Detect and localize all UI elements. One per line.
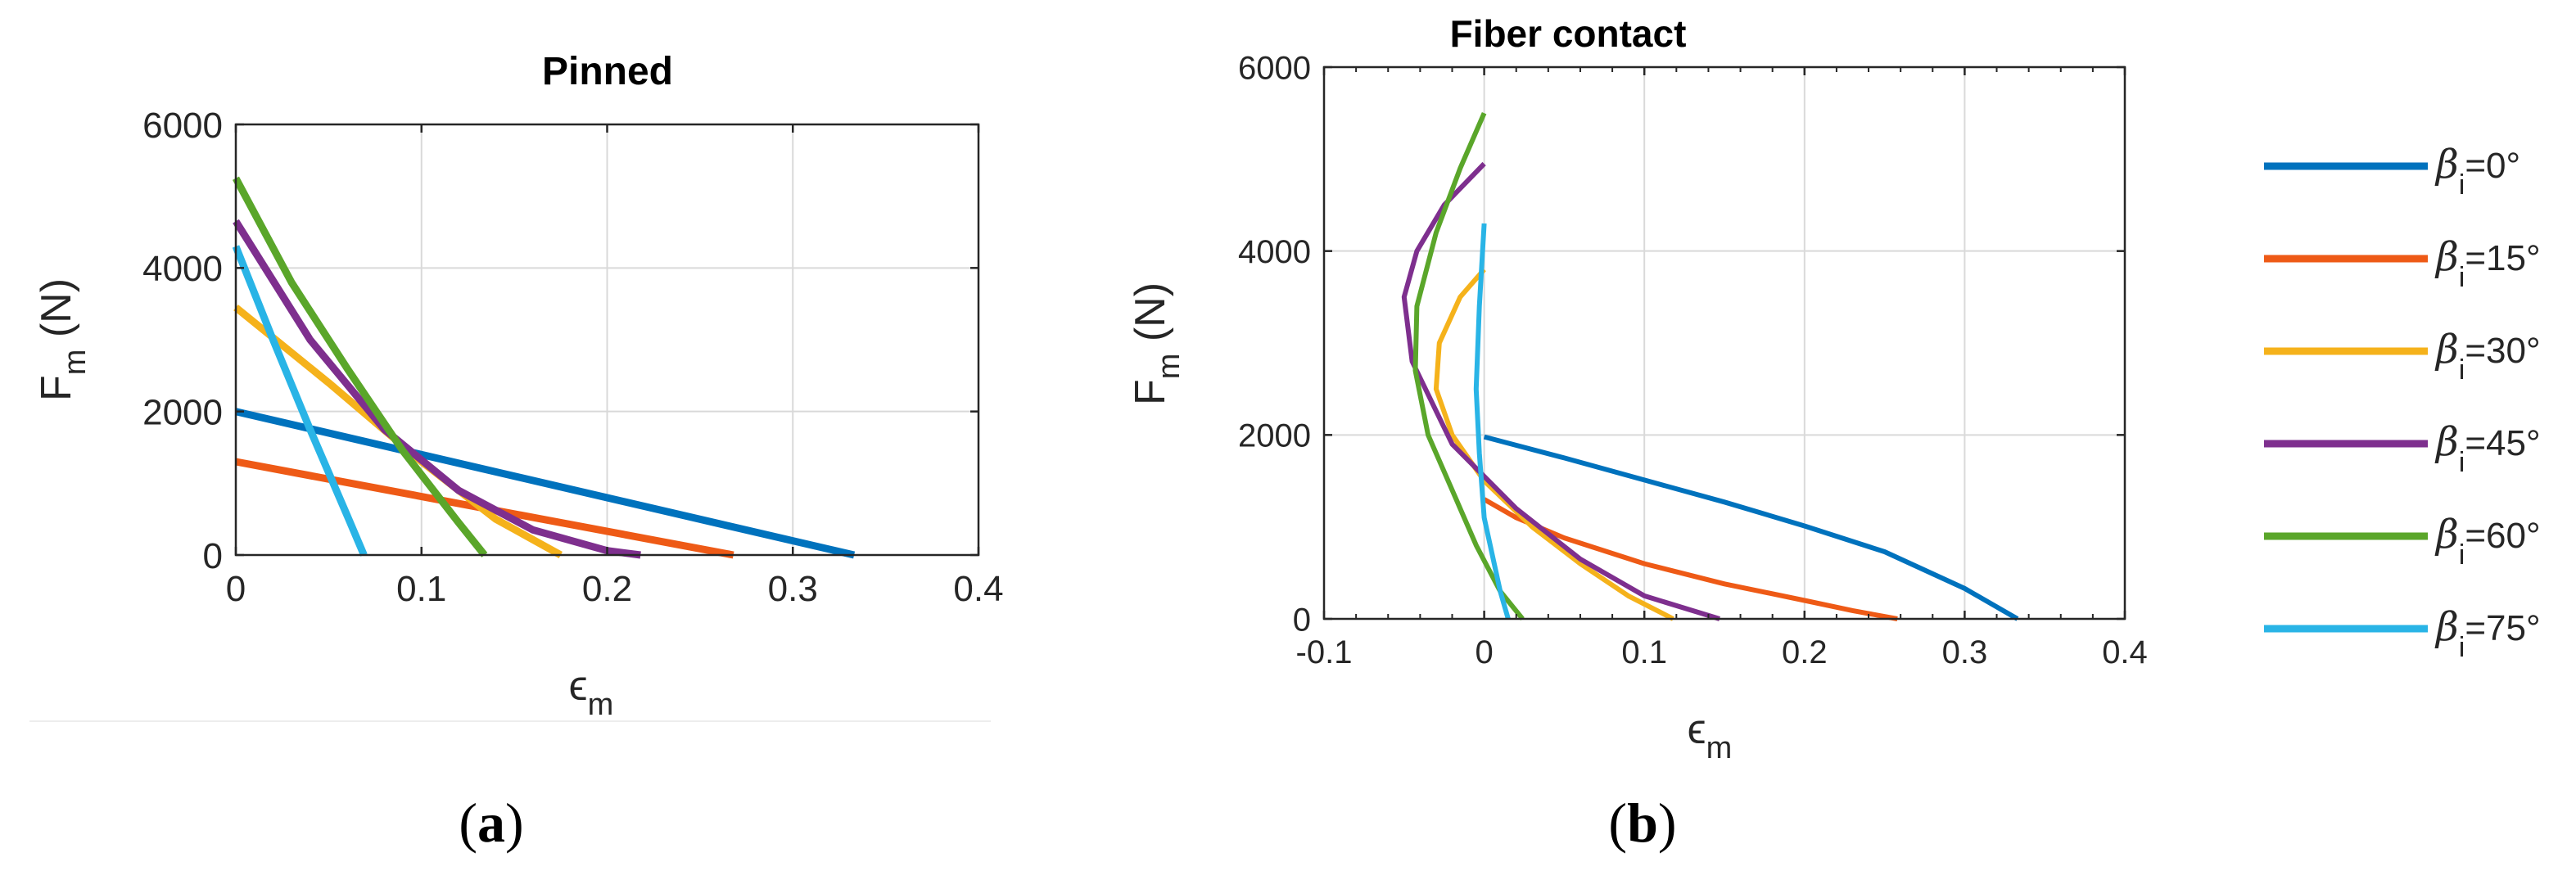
chart-a-ylabel-unit: (N) <box>33 278 80 350</box>
chart-b-ytick-label: 4000 <box>1238 234 1311 270</box>
panel-a-label: (a) <box>459 792 523 854</box>
chart-a-xtick-label: 0.4 <box>953 569 1003 609</box>
chart-b-ylabel: Fm (N) <box>1127 282 1186 405</box>
legend-text: =15° <box>2465 238 2540 278</box>
panel-b-open: ( <box>1608 792 1627 854</box>
legend-sub: i <box>2459 447 2465 478</box>
chart-a-ytick-label: 4000 <box>142 249 223 289</box>
legend-entry-s75: βi=75° <box>2434 604 2541 663</box>
panel-b-close: ) <box>1658 792 1677 854</box>
chart-a-xtick-label: 0.2 <box>582 569 632 609</box>
chart-a-grid <box>235 124 979 556</box>
chart-b-grid <box>1323 66 2126 620</box>
chart-b-ytick-label: 0 <box>1293 602 1311 638</box>
chart-b-title: Fiber contact <box>1450 12 1687 55</box>
legend-sub: i <box>2459 169 2465 201</box>
chart-b-series-line-s0 <box>1483 434 2019 621</box>
chart-b-xtick-label: 0.2 <box>1782 634 1828 670</box>
legend: βi=0°βi=15°βi=30°βi=45°βi=60°βi=75° <box>2264 142 2541 663</box>
legend-sub: i <box>2459 354 2465 386</box>
legend-text: =30° <box>2465 331 2540 371</box>
chart-b-series-line-s30 <box>1433 268 1674 621</box>
chart-b-ticks <box>1322 65 2126 621</box>
legend-text: =75° <box>2465 608 2540 648</box>
legend-symbol: β <box>2434 512 2459 557</box>
legend-symbol: β <box>2434 419 2459 465</box>
legend-text: =45° <box>2465 423 2540 463</box>
chart-a-xtick-label: 0.1 <box>396 569 446 609</box>
chart-a-ytick-label: 2000 <box>142 393 223 433</box>
legend-entry-s60: βi=60° <box>2434 512 2541 571</box>
chart-b: Fiber contact -0.1 0 0.1 0.2 0.3 0.4020004000… <box>1127 12 2148 854</box>
chart-b-series-line-s45 <box>1401 161 1720 621</box>
chart-b-xtick-label: 0.1 <box>1621 634 1667 670</box>
chart-a-series-line-s60 <box>233 176 488 557</box>
legend-sub: i <box>2459 539 2465 571</box>
chart-a-ticks <box>234 123 980 557</box>
chart-b-plot-frame <box>1322 65 2126 621</box>
chart-a-series-line-s75 <box>232 245 368 557</box>
chart-a-ylabel-main: F <box>33 375 80 401</box>
chart-b-xlabel-sub: m <box>1706 731 1733 765</box>
chart-a-ylabel-sub: m <box>58 350 93 376</box>
chart-a-xlabel-main: ϵ <box>569 662 588 710</box>
chart-a-xtick-label: 0.3 <box>768 569 818 609</box>
legend-entry-s15: βi=15° <box>2434 234 2541 293</box>
chart-b-series-line-s15 <box>1483 497 1898 621</box>
chart-b-ytick-label: 6000 <box>1238 50 1311 86</box>
panel-b-label: (b) <box>1608 792 1676 854</box>
panel-a-close: ) <box>505 792 524 854</box>
legend-entry-s30: βi=30° <box>2434 327 2541 386</box>
chart-a-ylabel: Fm (N) <box>33 278 93 401</box>
chart-b-xlabel-main: ϵ <box>1688 706 1706 753</box>
chart-b-series-line-s60 <box>1412 112 1525 621</box>
legend-symbol: β <box>2434 604 2459 650</box>
legend-symbol: β <box>2434 142 2459 187</box>
legend-text: =60° <box>2465 516 2540 556</box>
panel-b-letter: b <box>1627 792 1658 854</box>
legend-symbol: β <box>2434 234 2459 280</box>
chart-b-xtick-label: -0.1 <box>1296 634 1353 670</box>
chart-b-ylabel-unit: (N) <box>1127 282 1174 354</box>
legend-sub: i <box>2459 632 2465 663</box>
chart-a-title: Pinned <box>542 50 673 93</box>
chart-a-tick-labels: 0 0.1 0.2 0.3 0.4 0 2000 4000 6000 <box>142 106 1003 609</box>
chart-b-series <box>1401 112 2019 621</box>
chart-a-xtick-label: 0 <box>226 569 246 609</box>
chart-a-series <box>232 176 856 559</box>
chart-a-xlabel: ϵm <box>569 662 614 722</box>
panel-a-open: ( <box>459 792 477 854</box>
chart-b-xtick-label: 0.3 <box>1942 634 1988 670</box>
chart-b-ylabel-sub: m <box>1152 354 1186 380</box>
legend-entry-s45: βi=45° <box>2434 419 2541 478</box>
chart-a-ytick-label: 6000 <box>142 106 223 146</box>
chart-b-xtick-label: 0 <box>1475 634 1493 670</box>
chart-a-ytick-label: 0 <box>203 536 223 576</box>
chart-b-xlabel: ϵm <box>1688 706 1733 765</box>
chart-b-ylabel-main: F <box>1127 379 1174 405</box>
chart-b-ytick-label: 2000 <box>1238 418 1311 454</box>
chart-b-xtick-label: 0.4 <box>2102 634 2148 670</box>
legend-sub: i <box>2459 262 2465 293</box>
legend-symbol: β <box>2434 327 2459 372</box>
chart-a-xlabel-sub: m <box>588 688 614 722</box>
legend-entry-s0: βi=0° <box>2434 142 2520 201</box>
chart-a-series-line-s0 <box>234 408 856 559</box>
legend-text: =0° <box>2465 146 2520 186</box>
panel-a-letter: a <box>477 792 505 854</box>
chart-b-series-line-s75 <box>1473 223 1511 620</box>
